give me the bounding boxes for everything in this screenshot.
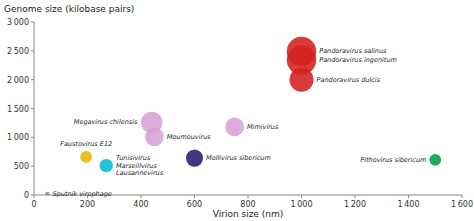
chart: 0 200 400 600 800 1 000 1 200 1 400 1 600 0 500 1 0… <box>0 0 474 221</box>
bubbles <box>45 37 441 195</box>
point-label-line: Marseillvirus <box>116 162 158 170</box>
bubble <box>80 151 92 163</box>
x-tick-label: 600 <box>187 200 202 209</box>
bubble <box>45 192 49 195</box>
x-tick-label: 1 200 <box>344 200 366 209</box>
y-tick <box>31 50 34 51</box>
y-tick-label: 0 <box>24 191 29 200</box>
point-label-line: Mollivirus sibericum <box>206 154 271 162</box>
y-tick-label: 1 500 <box>7 105 29 114</box>
x-tick-label: 400 <box>133 200 148 209</box>
point-label-line: Moumouvirus <box>167 133 212 141</box>
bubble <box>145 127 164 146</box>
x-tick <box>462 195 463 198</box>
y-tick-label: 2 000 <box>7 76 29 85</box>
x-tick <box>301 195 302 198</box>
labels: Pandoravirus salinusPandoravirus ingenit… <box>53 47 427 198</box>
x-tick <box>248 195 249 198</box>
bubble <box>289 68 313 92</box>
bubble <box>100 159 113 172</box>
x-tick-label: 0 <box>31 200 36 209</box>
y-tick-label: 2 500 <box>7 47 29 56</box>
x-tick-label: 1 600 <box>451 200 473 209</box>
y-tick <box>31 79 34 80</box>
point-label-line: Megavirus chilensis <box>74 118 138 126</box>
point-label: Faustovirus E12 <box>60 140 112 148</box>
x-tick-label: 1 000 <box>291 200 313 209</box>
point-label: Sputnik virophage <box>53 190 112 198</box>
bubble <box>225 118 244 137</box>
y-tick <box>31 195 34 196</box>
point-label: Mimivirus <box>247 123 279 131</box>
point-label: Megavirus chilensis <box>74 118 138 126</box>
point-label: Pandoravirus ingenitum <box>319 56 397 64</box>
point-label-line: Pithovirus sibericum <box>360 156 426 164</box>
point-label: Pandoravirus salinus <box>319 47 387 55</box>
y-tick-label: 500 <box>14 162 29 171</box>
x-tick <box>141 195 142 198</box>
y-tick <box>31 137 34 138</box>
point-label-line: Pandoravirus salinus <box>319 47 387 55</box>
point-label: Pithovirus sibericum <box>360 156 426 164</box>
y-tick-label: 1 000 <box>7 133 29 142</box>
y-tick <box>31 166 34 167</box>
bubble <box>186 150 203 167</box>
y-tick-label: 3 000 <box>7 18 29 27</box>
y-tick <box>31 22 34 23</box>
point-label: Moumouvirus <box>167 133 212 141</box>
x-tick <box>194 195 195 198</box>
point-label-line: Mimivirus <box>247 123 279 131</box>
x-axis-title: Virion size (nm) <box>213 209 284 219</box>
point-label: Mollivirus sibericum <box>206 154 271 162</box>
y-tick <box>31 108 34 109</box>
y-axis-title: Genome size (kilobase pairs) <box>4 4 134 14</box>
x-tick-label: 200 <box>80 200 95 209</box>
x-tick <box>355 195 356 198</box>
bubble <box>429 154 441 166</box>
point-label-line: Faustovirus E12 <box>60 140 112 148</box>
point-label-line: Sputnik virophage <box>53 190 112 198</box>
x-tick-label: 800 <box>240 200 255 209</box>
point-label: Pandoravirus dulcis <box>317 76 381 84</box>
point-label-line: Lausannevirus <box>116 169 164 177</box>
point-label: TunisivirusMarseillvirusLausannevirus <box>116 154 164 178</box>
x-tick-label: 1 400 <box>398 200 420 209</box>
point-label-line: Pandoravirus ingenitum <box>319 56 397 64</box>
x-tick <box>408 195 409 198</box>
point-label-line: Pandoravirus dulcis <box>317 76 381 84</box>
point-label-line: Tunisivirus <box>116 154 151 162</box>
